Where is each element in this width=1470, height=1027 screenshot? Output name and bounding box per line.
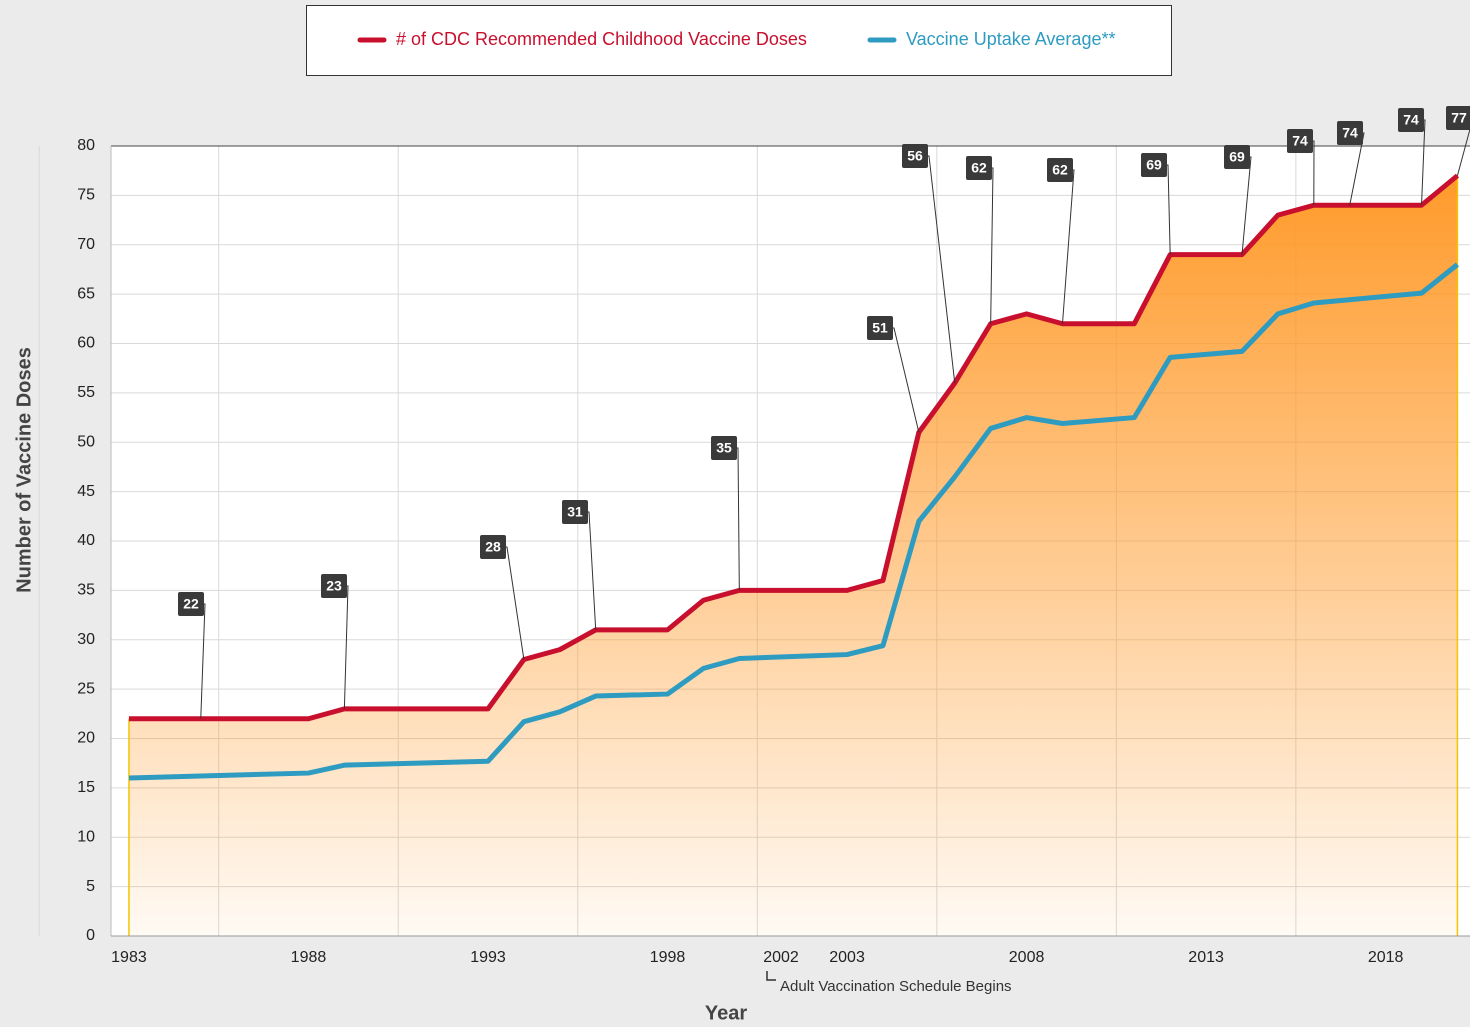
legend (306, 5, 1172, 76)
callout-box (1287, 129, 1313, 153)
callout-label: 74 (1292, 133, 1308, 149)
callout-label: 62 (1052, 162, 1068, 178)
y-tick-label: 70 (77, 236, 95, 253)
x-tick-label: 2013 (1188, 949, 1224, 966)
x-axis-label: Year (705, 1002, 747, 1024)
y-tick-label: 25 (77, 680, 95, 697)
x-tick-label: 2008 (1009, 949, 1045, 966)
callout-box (1337, 121, 1363, 145)
y-tick-label: 10 (77, 828, 95, 845)
callout-leader (1456, 117, 1470, 176)
x-tick-label: 1993 (470, 949, 506, 966)
callout-box (562, 500, 588, 524)
callout-box (711, 436, 737, 460)
callout-label: 23 (326, 578, 342, 594)
series-line (128, 262, 1459, 781)
y-tick-label: 75 (77, 187, 95, 204)
y-tick-label: 80 (77, 137, 95, 154)
y-tick-label: 65 (77, 285, 95, 302)
callout-label: 51 (872, 320, 888, 336)
callout-label: 31 (567, 504, 583, 520)
x-tick-label: 2018 (1368, 949, 1404, 966)
y-axis-label: Number of Vaccine Doses (13, 347, 35, 593)
annotation-text: Adult Vaccination Schedule Begins (780, 978, 1012, 995)
callout-box (321, 574, 347, 598)
callout-box (1398, 108, 1424, 132)
x-tick-label: 2003 (829, 949, 865, 966)
callout-box (178, 592, 204, 616)
callout-label: 22 (183, 596, 199, 612)
callout-box (867, 316, 893, 340)
callout-label: 77 (1451, 110, 1467, 126)
callout-box (1446, 106, 1470, 130)
x-tick-label: 1998 (650, 949, 686, 966)
y-tick-label: 0 (86, 927, 95, 944)
legend-label: Vaccine Uptake Average** (906, 29, 1115, 49)
y-tick-label: 40 (77, 532, 95, 549)
y-tick-label: 45 (77, 483, 95, 500)
callout-label: 35 (716, 440, 732, 456)
series-line (128, 173, 1460, 722)
y-tick-label: 30 (77, 631, 95, 648)
y-tick-label: 60 (77, 335, 95, 352)
annotation-arrow (766, 971, 776, 981)
callout-label: 69 (1229, 149, 1245, 165)
callout-label: 69 (1146, 157, 1162, 173)
callout-label: 28 (485, 539, 501, 555)
callout-box (1141, 153, 1167, 177)
callout-label: 62 (971, 160, 987, 176)
y-tick-label: 35 (77, 582, 95, 599)
callout-label: 56 (907, 148, 923, 164)
x-tick-label: 1988 (291, 949, 327, 966)
callout-box (902, 144, 928, 168)
callout-box (1224, 145, 1250, 169)
callout-label: 74 (1403, 112, 1419, 128)
x-tick-label: 1983 (111, 949, 147, 966)
legend-label: # of CDC Recommended Childhood Vaccine D… (396, 29, 807, 49)
callout-box (480, 535, 506, 559)
area (128, 175, 1458, 936)
callout-box (1047, 158, 1073, 182)
y-tick-label: 55 (77, 384, 95, 401)
y-tick-label: 20 (77, 730, 95, 747)
annotation-year: 2002 (763, 949, 799, 966)
y-tick-label: 5 (86, 878, 95, 895)
callout-box (966, 156, 992, 180)
y-tick-label: 50 (77, 433, 95, 450)
y-tick-label: 15 (77, 779, 95, 796)
callout-label: 74 (1342, 125, 1358, 141)
